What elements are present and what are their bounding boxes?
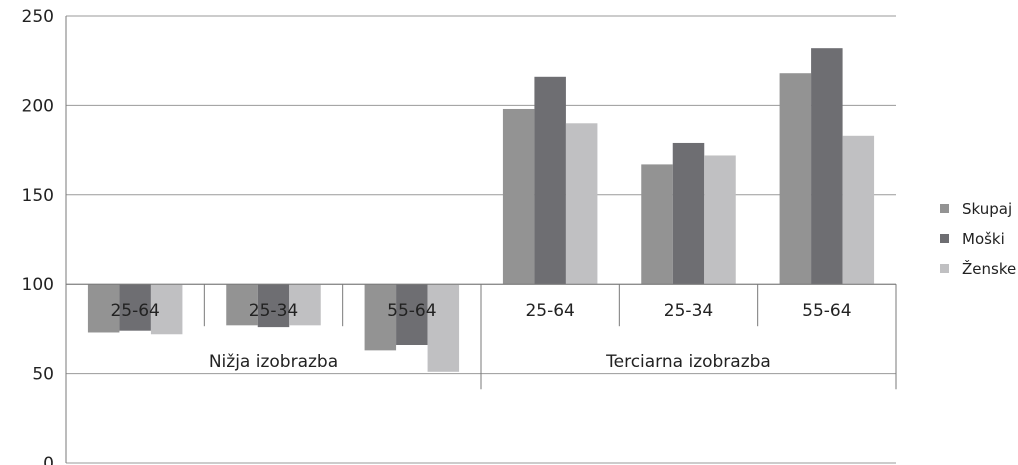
bar-skupaj [502, 108, 535, 285]
axes: 0 50 100 150 200 250 [22, 7, 897, 465]
group-label: Terciarna izobrazba [605, 352, 771, 372]
y-tick-label: 250 [22, 7, 54, 27]
bar-skupaj [364, 284, 397, 351]
category-labels: 25-64 25-34 55-64 25-64 25-34 55-64 Nižja izob… [110, 301, 851, 372]
bar-moški [672, 142, 705, 285]
legend-item: Ženske [940, 259, 1016, 278]
bar-ženske [427, 284, 460, 372]
group-label: Nižja izobrazba [209, 352, 338, 372]
legend-item: Skupaj [940, 200, 1012, 218]
y-tick-label: 200 [22, 96, 54, 116]
legend-swatch [940, 204, 949, 213]
bar-skupaj [779, 73, 812, 285]
bars [87, 48, 875, 372]
bar-skupaj [641, 164, 673, 285]
legend-item: Moški [940, 230, 1005, 248]
bar-ženske [565, 123, 598, 285]
bar-moški [257, 284, 290, 328]
y-tick-label: 50 [32, 365, 54, 385]
legend-label: Skupaj [962, 200, 1012, 218]
bar-ženske [150, 284, 183, 335]
bar-moški [396, 284, 428, 345]
bar-moški [811, 48, 843, 285]
y-tick-label: 0 [43, 454, 54, 465]
legend-label: Ženske [962, 259, 1016, 278]
legend-swatch [940, 264, 949, 273]
gridlines [66, 15, 896, 464]
legend: Skupaj Moški Ženske [940, 200, 1016, 278]
bar-skupaj [87, 284, 120, 333]
bar-ženske [842, 135, 875, 285]
bar-skupaj [226, 284, 258, 326]
legend-label: Moški [962, 230, 1005, 248]
bar-ženske [289, 284, 321, 326]
category-label: 25-34 [249, 301, 298, 321]
category-label: 55-64 [802, 301, 851, 321]
category-label: 25-34 [664, 301, 713, 321]
bar-moški [119, 284, 151, 331]
legend-swatch [940, 234, 949, 243]
y-tick-label: 100 [22, 275, 54, 295]
bar-moški [534, 76, 566, 285]
category-label: 55-64 [387, 301, 436, 321]
y-tick-label: 150 [22, 186, 54, 206]
category-label: 25-64 [525, 301, 574, 321]
bar-ženske [704, 155, 736, 285]
category-label: 25-64 [110, 301, 159, 321]
